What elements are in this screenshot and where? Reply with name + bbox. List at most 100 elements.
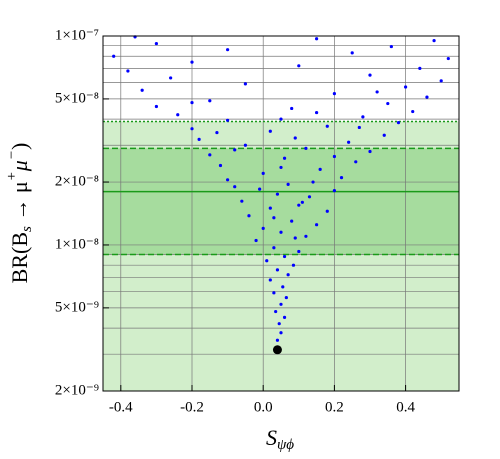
- point: [279, 302, 283, 306]
- point: [154, 41, 158, 46]
- point: [325, 209, 329, 213]
- point: [286, 273, 290, 277]
- point: [112, 54, 116, 58]
- point: [274, 309, 278, 314]
- point: [247, 214, 251, 218]
- point: [282, 254, 287, 259]
- point: [233, 148, 237, 152]
- point: [290, 106, 294, 111]
- point: [304, 234, 308, 238]
- point: [300, 200, 304, 204]
- point: [254, 238, 258, 243]
- y-tick-label: 1×10⁻⁸: [55, 236, 99, 252]
- point: [332, 92, 336, 96]
- x-label-main: S: [266, 425, 277, 450]
- point: [279, 331, 283, 335]
- point: [347, 140, 351, 144]
- plot-frame: [102, 35, 460, 392]
- point: [382, 133, 386, 137]
- point: [350, 51, 354, 55]
- point: [368, 73, 372, 77]
- point: [272, 246, 276, 250]
- point: [272, 291, 276, 295]
- point: [290, 219, 294, 223]
- y-tick-label: 2×10⁻⁹: [55, 382, 99, 398]
- point: [154, 104, 158, 109]
- point: [368, 149, 372, 154]
- point: [240, 199, 244, 203]
- x-tick-label: -0.4: [109, 399, 133, 415]
- y-tick-label: 2×10⁻⁸: [55, 173, 99, 189]
- point: [386, 101, 390, 106]
- x-tick-label: 0.2: [325, 399, 344, 415]
- point: [208, 99, 212, 103]
- point: [218, 163, 223, 168]
- point: [197, 137, 201, 141]
- y-label-part: → μ: [7, 181, 32, 226]
- point: [284, 295, 288, 300]
- point: [190, 60, 194, 64]
- y-tick-label: 5×10⁻⁸: [55, 90, 99, 106]
- point: [446, 56, 450, 61]
- x-axis-label: Sψϕ: [266, 425, 294, 453]
- point: [282, 156, 287, 160]
- point: [293, 236, 297, 240]
- y-label-part: ): [7, 143, 32, 150]
- point: [279, 117, 283, 121]
- point: [226, 118, 230, 122]
- y-axis-label: BR(Bs → μ+μ−): [4, 143, 35, 284]
- point: [361, 115, 365, 119]
- point: [265, 259, 269, 263]
- point: [261, 171, 265, 176]
- point: [275, 338, 280, 342]
- point: [275, 268, 280, 272]
- point: [226, 178, 230, 182]
- point: [291, 263, 296, 267]
- point: [404, 85, 408, 89]
- point: [169, 76, 173, 80]
- point: [293, 136, 297, 140]
- highlight-point: [272, 345, 282, 355]
- y-label-part: μ: [7, 160, 32, 172]
- point: [208, 153, 212, 157]
- y-label-part: +: [4, 171, 20, 181]
- x-tick-label: 0.4: [396, 399, 415, 415]
- point: [396, 121, 401, 125]
- point: [282, 315, 287, 320]
- point: [311, 180, 315, 184]
- point: [389, 44, 393, 49]
- point: [268, 278, 272, 282]
- point: [215, 130, 219, 135]
- y-tick-label: 5×10⁻⁹: [55, 299, 99, 315]
- point: [375, 90, 379, 94]
- point: [190, 127, 194, 131]
- point: [432, 39, 436, 43]
- point: [279, 165, 283, 170]
- point: [357, 125, 361, 130]
- point: [304, 146, 308, 150]
- point: [297, 203, 301, 207]
- point: [261, 226, 265, 231]
- y-label-part: s: [19, 226, 35, 232]
- point: [315, 110, 319, 115]
- point: [286, 182, 290, 186]
- point: [140, 88, 144, 92]
- point: [268, 206, 272, 210]
- point: [190, 101, 194, 105]
- point: [226, 48, 230, 52]
- point: [297, 249, 301, 254]
- x-tick-label: -0.2: [180, 399, 204, 415]
- point: [315, 223, 319, 227]
- point: [425, 95, 429, 99]
- point: [281, 285, 285, 289]
- point: [279, 230, 283, 234]
- point: [258, 187, 262, 191]
- point: [339, 176, 344, 180]
- point: [268, 129, 272, 133]
- point: [243, 82, 247, 86]
- point: [332, 189, 336, 193]
- point: [332, 154, 336, 159]
- point: [439, 79, 443, 83]
- point: [307, 195, 312, 199]
